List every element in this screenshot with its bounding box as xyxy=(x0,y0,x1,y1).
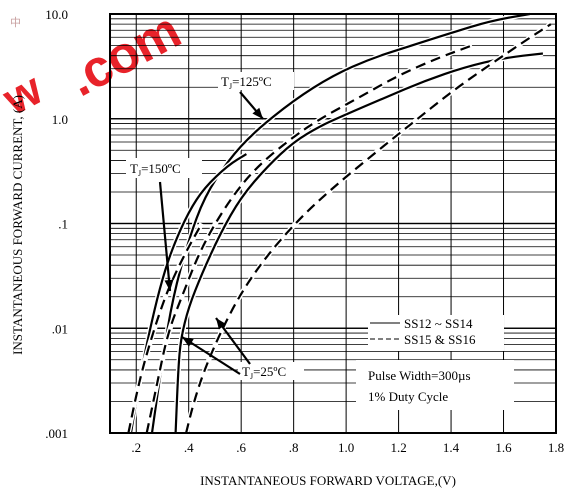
annotation-tj-125: TJ=125ºC xyxy=(221,74,272,91)
y-tick-label: 10.0 xyxy=(45,7,68,22)
label-bg-25 xyxy=(238,362,304,380)
x-tick-label: 1.6 xyxy=(495,440,512,455)
curve-dashed-150 xyxy=(127,222,203,434)
y-axis-label: INSTANTANEOUS FORWARD CURRENT, (A) xyxy=(10,95,25,355)
arrow-25b-head xyxy=(216,318,227,330)
x-axis-label: INSTANTANEOUS FORWARD VOLTAGE,(V) xyxy=(200,473,456,488)
y-tick-label: 1.0 xyxy=(52,112,68,127)
info-line: 1% Duty Cycle xyxy=(368,389,448,404)
arrow-25a xyxy=(181,336,241,375)
x-tick-label: .8 xyxy=(289,440,299,455)
y-tick-label: .001 xyxy=(45,426,68,441)
x-tick-label: .4 xyxy=(184,440,194,455)
axes xyxy=(109,13,557,434)
x-tick-label: 1.0 xyxy=(338,440,354,455)
y-tick-label: .01 xyxy=(52,321,68,336)
arrow-150-head xyxy=(164,279,174,291)
x-tick-label: .6 xyxy=(236,440,246,455)
plot-frame xyxy=(109,13,557,434)
arrow-25a-head xyxy=(182,337,194,347)
label-bg-125 xyxy=(218,72,294,90)
y-tick-label: .1 xyxy=(58,217,68,232)
watermark-badge: 中 xyxy=(10,16,21,29)
legend-entry-label: SS15 & SS16 xyxy=(404,332,476,347)
legend-entry-label: SS12 ~ SS14 xyxy=(404,316,473,331)
legend-box xyxy=(368,315,504,351)
x-tick-label: 1.2 xyxy=(390,440,406,455)
label-bg-150 xyxy=(126,158,202,178)
arrow-125-head xyxy=(252,107,263,119)
tick-labels: .2 .4 .6 .8 1.0 1.2 1.4 1.6 1.8 .001 .01 .1 1.0 10.0 xyxy=(45,7,564,455)
annotation-tj-150: TJ=150ºC xyxy=(130,161,181,178)
x-tick-label: 1.4 xyxy=(443,440,460,455)
annotations: TJ=125ºC TJ=150ºC TJ=25ºC xyxy=(126,72,304,381)
info-box xyxy=(356,360,514,410)
annotation-tj-25: TJ=25ºC xyxy=(242,364,286,381)
x-tick-label: .2 xyxy=(131,440,141,455)
info-line: Pulse Width=300µs xyxy=(368,368,471,383)
arrow-150 xyxy=(158,181,172,292)
x-tick-label: 1.8 xyxy=(548,440,564,455)
curve-dashed-125 xyxy=(145,44,473,434)
curve-dashed-25 xyxy=(185,23,552,434)
